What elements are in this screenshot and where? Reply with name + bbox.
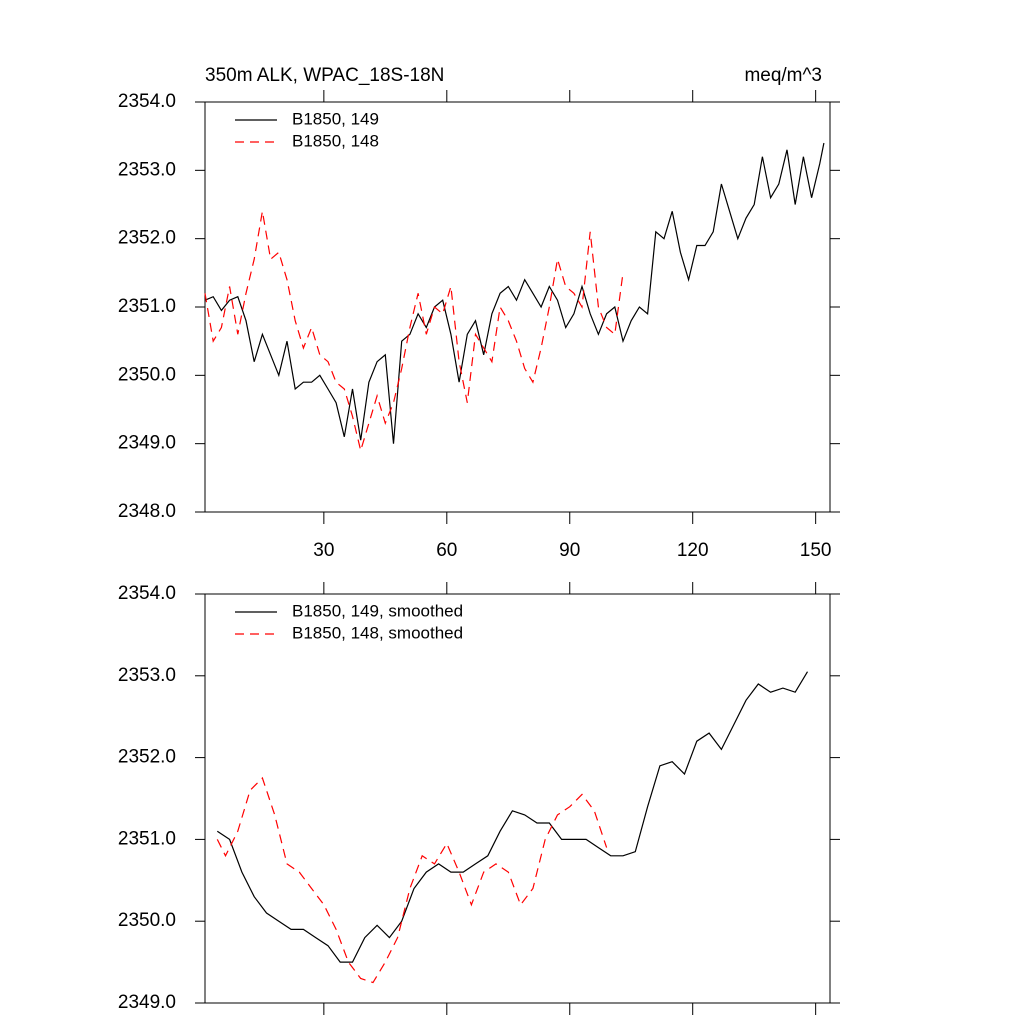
x-tick-label: 60 xyxy=(436,540,457,561)
legend-label: B1850, 149 xyxy=(292,109,379,128)
units-label: meq/m^3 xyxy=(744,65,822,86)
legend-label: B1850, 148, smoothed xyxy=(292,623,463,642)
data-line xyxy=(216,776,608,984)
x-tick-label: 90 xyxy=(559,540,580,561)
y-tick-label: 2354.0 xyxy=(118,583,176,604)
data-line xyxy=(216,671,809,963)
y-tick-label: 2353.0 xyxy=(118,159,176,180)
y-tick-label: 2349.0 xyxy=(118,992,176,1013)
y-tick-label: 2354.0 xyxy=(118,91,176,112)
x-tick-label: 150 xyxy=(800,540,832,561)
y-tick-label: 2351.0 xyxy=(118,296,176,317)
x-tick-label: 30 xyxy=(313,540,334,561)
y-tick-label: 2352.0 xyxy=(118,747,176,768)
legend-label: B1850, 149, smoothed xyxy=(292,601,463,620)
data-line xyxy=(204,211,624,453)
chart-title: 350m ALK, WPAC_18S-18N xyxy=(205,65,444,86)
y-tick-label: 2351.0 xyxy=(118,828,176,849)
y-tick-label: 2350.0 xyxy=(118,910,176,931)
y-tick-label: 2353.0 xyxy=(118,665,176,686)
legend-label: B1850, 148 xyxy=(292,131,379,150)
y-tick-label: 2348.0 xyxy=(118,501,176,522)
data-line xyxy=(204,142,825,444)
plot-frame xyxy=(204,101,831,513)
y-tick-label: 2349.0 xyxy=(118,433,176,454)
y-tick-label: 2352.0 xyxy=(118,228,176,249)
x-tick-label: 120 xyxy=(677,540,709,561)
y-tick-label: 2350.0 xyxy=(118,364,176,385)
plot-frame xyxy=(204,593,831,1004)
